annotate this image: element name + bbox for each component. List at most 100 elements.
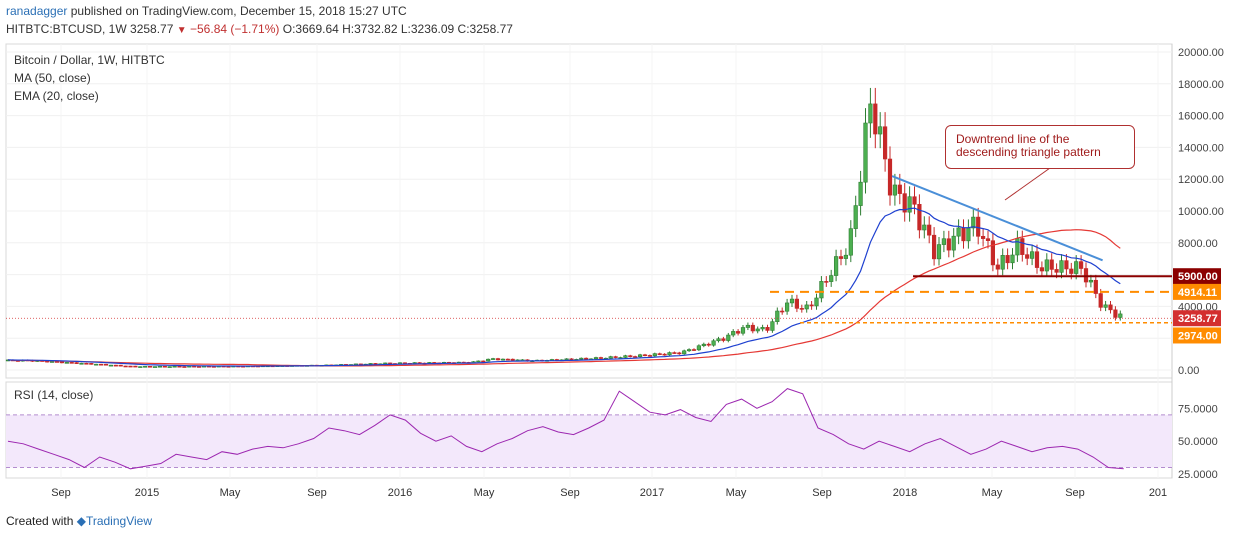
last-price-badge: 3258.77 bbox=[1178, 313, 1218, 325]
candle-body bbox=[1000, 255, 1005, 270]
candle-body bbox=[980, 236, 986, 239]
candle-body bbox=[1074, 261, 1079, 274]
candle-body bbox=[922, 224, 927, 231]
candle-body bbox=[564, 358, 569, 361]
resistance-badge-bg bbox=[1173, 268, 1221, 285]
candle-body bbox=[1020, 238, 1025, 255]
candle-body bbox=[69, 362, 74, 364]
candle-body bbox=[74, 362, 79, 364]
candle-body bbox=[505, 358, 510, 361]
candle-body bbox=[843, 254, 848, 259]
candle-body bbox=[647, 355, 652, 357]
candle-body bbox=[912, 196, 917, 205]
candle-body bbox=[94, 363, 99, 366]
candle-body bbox=[985, 238, 991, 242]
candle-body bbox=[623, 355, 628, 358]
candle-body bbox=[1069, 268, 1074, 274]
price-tick-label: 20000.00 bbox=[1178, 47, 1224, 59]
candle-body bbox=[775, 310, 780, 322]
candle-body bbox=[584, 357, 589, 360]
support-badge: 2974.00 bbox=[1178, 330, 1218, 342]
candle-body bbox=[740, 327, 746, 334]
price-tick-label: 8000.00 bbox=[1178, 238, 1218, 250]
mid-badge-bg bbox=[1173, 283, 1221, 300]
time-tick-label: Sep bbox=[560, 487, 580, 499]
time-tick-label: 201 bbox=[1149, 487, 1167, 499]
candle-body bbox=[971, 216, 976, 229]
candle-body bbox=[927, 224, 932, 236]
candle-body bbox=[1025, 254, 1030, 259]
candle-body bbox=[770, 321, 775, 331]
candle-body bbox=[735, 331, 741, 334]
candle-body bbox=[966, 227, 971, 242]
candle-body bbox=[579, 357, 584, 360]
candle-body bbox=[1059, 260, 1064, 273]
publish-info: ranadagger published on TradingView.com,… bbox=[6, 4, 407, 18]
candle-body bbox=[613, 356, 618, 358]
candle-body bbox=[667, 352, 672, 356]
time-tick-label: May bbox=[982, 487, 1003, 499]
candle-body bbox=[765, 327, 770, 331]
candle-body bbox=[84, 362, 89, 365]
candle-body bbox=[780, 310, 785, 313]
candle-body bbox=[868, 103, 873, 124]
candle-body bbox=[486, 358, 491, 362]
candle-body bbox=[49, 361, 55, 363]
candle-body bbox=[902, 193, 907, 213]
annotation-line-2: descending triangle pattern bbox=[956, 145, 1101, 159]
candle-body bbox=[123, 365, 128, 368]
candle-body bbox=[1103, 304, 1108, 308]
candle-body bbox=[1088, 279, 1093, 283]
candle-body bbox=[1054, 269, 1059, 273]
candle-body bbox=[745, 324, 750, 328]
candle-body bbox=[598, 357, 603, 359]
candle-body bbox=[696, 345, 701, 351]
candle-body bbox=[89, 363, 94, 365]
candle-body bbox=[1034, 251, 1040, 268]
candle-body bbox=[682, 350, 687, 355]
author-link[interactable]: ranadagger bbox=[6, 4, 68, 18]
candle-body bbox=[1010, 254, 1015, 264]
candle-body bbox=[167, 366, 172, 368]
candle-body bbox=[907, 196, 912, 213]
candle-body bbox=[838, 256, 844, 259]
candle-body bbox=[716, 338, 721, 342]
time-tick-label: 2018 bbox=[893, 487, 917, 499]
candle-body bbox=[995, 264, 1000, 270]
candle-body bbox=[59, 361, 64, 364]
candle-body bbox=[628, 355, 633, 357]
candle-body bbox=[672, 352, 677, 354]
candle-body bbox=[917, 204, 922, 231]
candle-body bbox=[946, 238, 951, 251]
candle-body bbox=[197, 366, 202, 368]
candle-body bbox=[701, 343, 706, 347]
candle-body bbox=[1005, 255, 1010, 264]
time-tick-label: Sep bbox=[812, 487, 832, 499]
candle-body bbox=[1064, 260, 1069, 270]
price-tick-label: 10000.00 bbox=[1178, 206, 1224, 218]
candle-body bbox=[706, 343, 711, 346]
ema-legend: EMA (20, close) bbox=[14, 89, 99, 103]
candle-body bbox=[103, 363, 109, 366]
candle-body bbox=[148, 365, 153, 368]
candle-body bbox=[936, 244, 942, 260]
publish-text: published on TradingView.com, December 1… bbox=[70, 4, 407, 18]
candle-body bbox=[593, 357, 599, 360]
last-price-badge-bg bbox=[1173, 310, 1221, 327]
candle-body bbox=[809, 304, 814, 307]
price-tick-label: 12000.00 bbox=[1178, 174, 1224, 186]
candle-body bbox=[476, 360, 481, 363]
candle-body bbox=[691, 349, 697, 351]
candle-body bbox=[143, 365, 148, 368]
candle-body bbox=[495, 358, 501, 361]
price-tick-label: 16000.00 bbox=[1178, 111, 1224, 123]
candle-body bbox=[686, 349, 692, 352]
candle-body bbox=[510, 358, 515, 361]
time-tick-label: Sep bbox=[51, 487, 71, 499]
time-tick-label: Sep bbox=[1065, 487, 1085, 499]
rsi-tick-label: 25.0000 bbox=[1178, 469, 1218, 481]
candle-body bbox=[608, 356, 613, 359]
candle-body bbox=[118, 364, 123, 367]
tradingview-logo-icon[interactable]: ◆TradingView bbox=[76, 514, 152, 528]
